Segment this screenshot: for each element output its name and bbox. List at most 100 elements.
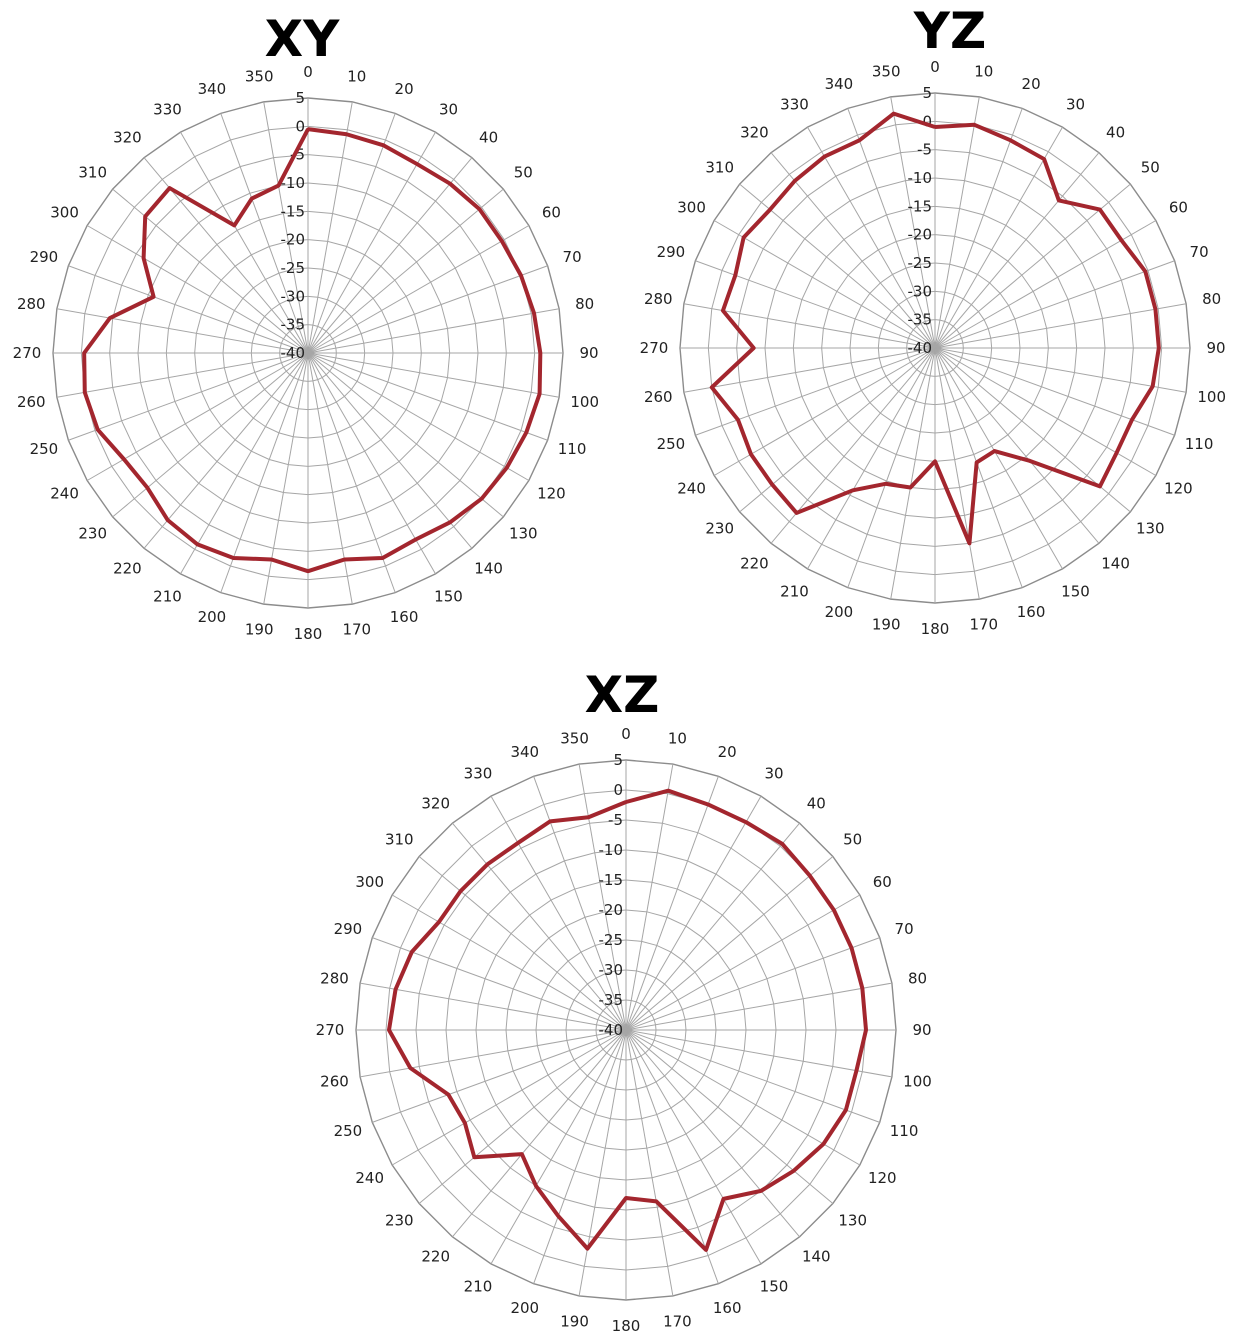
data-point — [666, 789, 670, 793]
grid-spoke — [934, 96, 980, 349]
grid-spoke — [220, 113, 309, 354]
grid-spoke — [625, 795, 762, 1031]
grid-spoke — [68, 265, 309, 354]
angle-tick-label: 270 — [13, 344, 42, 362]
angle-tick-label: 230 — [705, 520, 734, 538]
angle-tick-label: 100 — [1197, 388, 1226, 406]
angle-tick-label: 40 — [1106, 124, 1125, 142]
angle-tick-label: 260 — [644, 388, 673, 406]
data-point — [832, 908, 836, 912]
data-point — [382, 143, 386, 147]
angle-tick-label: 10 — [347, 67, 366, 85]
angle-tick-label: 260 — [17, 393, 46, 411]
angle-tick-label: 280 — [320, 970, 349, 988]
radial-tick-label: -15 — [599, 871, 624, 889]
angle-tick-label: 140 — [802, 1248, 831, 1266]
angle-tick-label: 160 — [713, 1299, 742, 1317]
radial-tick-label: -25 — [908, 254, 933, 272]
angle-tick-label: 190 — [872, 616, 901, 634]
grid-spoke — [934, 220, 1157, 349]
data-point — [993, 449, 996, 453]
angle-tick-label: 100 — [570, 393, 599, 411]
angle-tick-label: 110 — [1185, 435, 1214, 453]
grid-spoke — [934, 347, 1157, 476]
angle-tick-label: 310 — [705, 158, 734, 176]
data-point — [152, 295, 156, 299]
angle-tick-label: 190 — [560, 1313, 589, 1331]
grid-spoke — [683, 347, 936, 393]
data-point — [96, 428, 100, 432]
data-point — [933, 459, 937, 463]
grid-spoke — [890, 347, 936, 600]
angle-tick-label: 120 — [868, 1169, 897, 1187]
radial-tick-label: 0 — [922, 112, 932, 130]
radial-tick-label: -10 — [281, 174, 306, 192]
data-point — [821, 1142, 825, 1146]
data-point — [143, 214, 147, 218]
grid-spoke — [360, 982, 627, 1031]
angle-tick-label: 220 — [113, 559, 142, 577]
angle-tick-label: 120 — [537, 485, 566, 503]
angle-tick-label: 110 — [890, 1122, 919, 1140]
data-point — [437, 920, 441, 924]
radial-tick-label: -40 — [281, 344, 306, 362]
polar-chart-xy: XY0 1020304050607080901001101201301401501… — [13, 10, 599, 643]
radial-tick-label: 5 — [922, 84, 932, 102]
data-point — [448, 182, 452, 186]
angle-tick-label: 310 — [385, 831, 414, 849]
angle-tick-label: 210 — [153, 587, 182, 605]
grid-spoke — [307, 225, 530, 354]
data-point — [1009, 138, 1013, 142]
grid-spoke — [934, 347, 1063, 570]
data-point — [851, 488, 855, 492]
angle-tick-label: 0 — [621, 725, 631, 743]
data-point — [250, 197, 254, 201]
data-point — [742, 236, 746, 239]
grid-spoke — [307, 352, 548, 441]
grid-spoke — [934, 347, 1023, 588]
grid-spoke — [625, 937, 880, 1031]
grid-spoke — [625, 1029, 861, 1166]
data-point — [556, 1214, 560, 1218]
grid-spoke — [418, 856, 627, 1031]
angle-tick-label: 240 — [50, 485, 79, 503]
data-point — [408, 1066, 412, 1070]
angle-tick-label: 170 — [663, 1313, 692, 1331]
angle-tick-label: 50 — [843, 831, 862, 849]
radial-tick-label: 5 — [613, 751, 623, 769]
data-point — [414, 537, 418, 541]
grid-spoke — [180, 131, 309, 354]
angle-tick-label: 100 — [903, 1072, 932, 1090]
angle-tick-label: 10 — [974, 62, 993, 80]
data-point — [793, 179, 797, 183]
grid-spoke — [307, 188, 504, 354]
angle-tick-label: 250 — [657, 435, 686, 453]
data-point — [1119, 238, 1123, 242]
angle-tick-label: 150 — [434, 587, 463, 605]
data-point — [142, 256, 146, 260]
data-point — [500, 239, 504, 243]
angle-tick-label: 0 — [930, 58, 940, 76]
data-point — [538, 351, 542, 355]
grid-spoke — [307, 101, 353, 354]
angle-tick-label: 310 — [78, 163, 107, 181]
angle-tick-label: 70 — [895, 920, 914, 938]
data-point — [768, 208, 772, 212]
angle-tick-label: 300 — [355, 873, 384, 891]
angle-tick-label: 110 — [558, 440, 587, 458]
angle-tick-label: 280 — [17, 295, 46, 313]
grid-spoke — [625, 1029, 674, 1296]
grid-spoke — [934, 152, 1100, 349]
grid-spoke — [307, 352, 396, 593]
angle-tick-label: 340 — [198, 80, 227, 98]
data-point — [780, 842, 784, 846]
data-point — [624, 1196, 628, 1200]
data-point — [548, 819, 552, 823]
data-point — [967, 541, 971, 545]
angle-tick-label: 180 — [921, 620, 950, 638]
grid-spoke — [307, 352, 353, 605]
angle-tick-label: 20 — [395, 80, 414, 98]
angle-tick-label: 10 — [668, 730, 687, 748]
angle-tick-label: 120 — [1164, 480, 1193, 498]
grid-spoke — [68, 352, 309, 441]
